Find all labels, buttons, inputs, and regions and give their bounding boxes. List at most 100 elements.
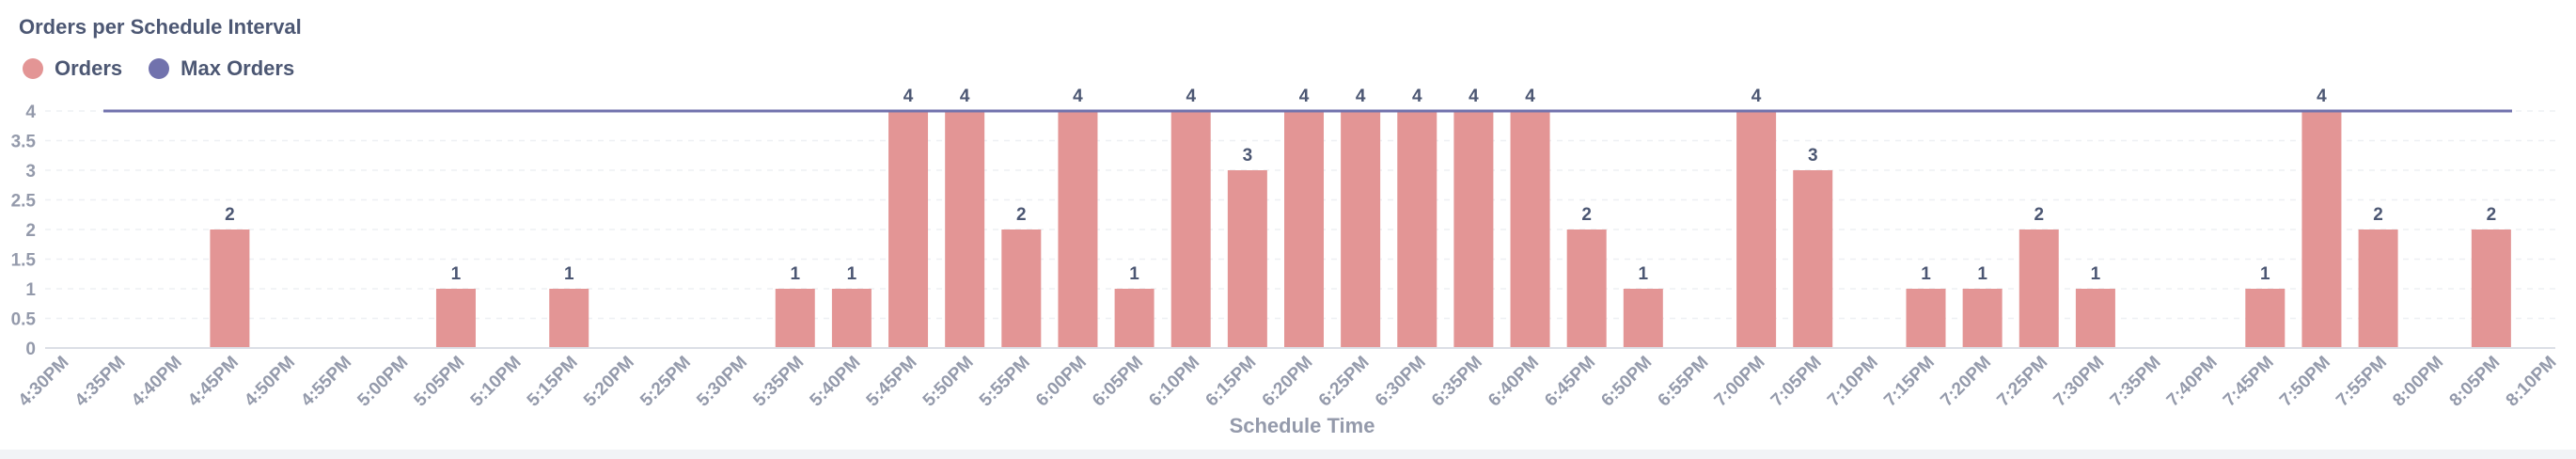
x-tick-label: 6:05PM bbox=[1089, 353, 1147, 411]
bar[interactable] bbox=[831, 289, 872, 348]
bar[interactable] bbox=[1397, 111, 1437, 348]
bar[interactable] bbox=[2245, 289, 2285, 348]
bar[interactable] bbox=[1114, 289, 1154, 348]
data-label: 1 bbox=[2091, 264, 2101, 284]
x-tick-label: 6:15PM bbox=[1202, 353, 1261, 411]
data-label: 4 bbox=[1186, 87, 1196, 106]
x-tick-label: 5:45PM bbox=[863, 353, 921, 411]
data-label: 2 bbox=[2373, 205, 2383, 225]
x-tick-label: 8:05PM bbox=[2446, 353, 2505, 411]
bar[interactable] bbox=[775, 289, 815, 348]
bar[interactable] bbox=[2075, 289, 2115, 348]
x-tick-label: 4:45PM bbox=[184, 353, 243, 411]
bar[interactable] bbox=[2018, 230, 2059, 348]
x-tick-label: 7:15PM bbox=[1880, 353, 1939, 411]
x-tick-label: 7:20PM bbox=[1937, 353, 1995, 411]
max-orders-swatch-icon bbox=[149, 58, 170, 79]
x-tick-label: 6:25PM bbox=[1315, 353, 1374, 411]
data-label: 4 bbox=[1073, 87, 1083, 106]
data-label: 1 bbox=[847, 264, 857, 284]
bottom-strip bbox=[0, 450, 2576, 459]
bar[interactable] bbox=[2301, 111, 2342, 348]
x-tick-label: 8:00PM bbox=[2389, 353, 2447, 411]
x-tick-label: 6:20PM bbox=[1259, 353, 1317, 411]
bar[interactable] bbox=[1001, 230, 1042, 348]
data-label: 4 bbox=[1356, 87, 1366, 106]
x-tick-label: 5:50PM bbox=[919, 353, 978, 411]
data-label: 4 bbox=[960, 87, 970, 106]
x-tick-label: 4:30PM bbox=[15, 353, 73, 411]
page-title: Orders per Schedule Interval bbox=[19, 15, 302, 39]
x-tick-label: 5:20PM bbox=[580, 353, 638, 411]
data-label: 4 bbox=[1751, 87, 1762, 106]
data-label: 2 bbox=[2034, 205, 2044, 225]
data-label: 1 bbox=[564, 264, 574, 284]
bar[interactable] bbox=[1170, 111, 1211, 348]
y-tick-label: 2.5 bbox=[11, 192, 37, 212]
bar[interactable] bbox=[1453, 111, 1494, 348]
x-tick-label: 7:55PM bbox=[2333, 353, 2391, 411]
bar[interactable] bbox=[1284, 111, 1324, 348]
data-label: 1 bbox=[1977, 264, 1987, 284]
data-labels: 2 1 1 1 1 4 4 2 4 1 4 3 4 4 4 4 4 2 1 4 3 1 1 2 1 1 4 2 2 bbox=[225, 87, 2496, 284]
data-label: 3 bbox=[1808, 146, 1818, 166]
x-tick-label: 4:55PM bbox=[297, 353, 355, 411]
legend-label-max-orders: Max Orders bbox=[181, 56, 295, 80]
data-label: 1 bbox=[790, 264, 800, 284]
x-tick-label: 5:00PM bbox=[353, 353, 412, 411]
bar[interactable] bbox=[1623, 289, 1663, 348]
bar[interactable] bbox=[945, 111, 985, 348]
bar[interactable] bbox=[1227, 170, 1267, 348]
bar[interactable] bbox=[549, 289, 589, 348]
x-tick-label: 4:50PM bbox=[241, 353, 299, 411]
y-tick-label: 4 bbox=[25, 103, 36, 122]
bar[interactable] bbox=[1793, 170, 1833, 348]
x-tick-label: 7:05PM bbox=[1767, 353, 1826, 411]
x-tick-label: 6:10PM bbox=[1145, 353, 1203, 411]
data-label: 2 bbox=[1581, 205, 1592, 225]
y-axis-ticks: 0 0.5 1 1.5 2 2.5 3 3.5 4 bbox=[11, 103, 37, 359]
legend-label-orders: Orders bbox=[55, 56, 123, 80]
x-tick-label: 6:40PM bbox=[1484, 353, 1543, 411]
data-label: 1 bbox=[1129, 264, 1139, 284]
bar[interactable] bbox=[1736, 111, 1777, 348]
x-tick-label: 6:00PM bbox=[1032, 353, 1091, 411]
bar[interactable] bbox=[2358, 230, 2398, 348]
x-tick-label: 5:30PM bbox=[693, 353, 751, 411]
x-tick-label: 7:50PM bbox=[2276, 353, 2334, 411]
data-label: 4 bbox=[2317, 87, 2327, 106]
bar[interactable] bbox=[1341, 111, 1381, 348]
data-label: 3 bbox=[1243, 146, 1253, 166]
x-tick-label: 4:40PM bbox=[128, 353, 186, 411]
data-label: 1 bbox=[1639, 264, 1649, 284]
x-tick-label: 7:30PM bbox=[2050, 353, 2109, 411]
x-tick-label: 5:10PM bbox=[467, 353, 526, 411]
bar[interactable] bbox=[888, 111, 929, 348]
y-tick-label: 1 bbox=[25, 280, 36, 300]
data-label: 4 bbox=[1469, 87, 1479, 106]
bar[interactable] bbox=[210, 230, 250, 348]
x-tick-label: 6:45PM bbox=[1541, 353, 1599, 411]
bar[interactable] bbox=[1962, 289, 2003, 348]
y-tick-label: 0.5 bbox=[11, 310, 37, 330]
data-label: 4 bbox=[1299, 87, 1310, 106]
legend-item-max-orders[interactable]: Max Orders bbox=[149, 56, 294, 81]
x-tick-label: 6:50PM bbox=[1597, 353, 1656, 411]
legend-item-orders[interactable]: Orders bbox=[23, 56, 122, 81]
y-tick-label: 2 bbox=[25, 221, 36, 241]
bar[interactable] bbox=[1510, 111, 1550, 348]
bar[interactable] bbox=[1906, 289, 1946, 348]
x-tick-label: 6:30PM bbox=[1372, 353, 1430, 411]
x-axis-title: Schedule Time bbox=[1230, 414, 1375, 437]
bar[interactable] bbox=[2471, 230, 2511, 348]
x-tick-label: 5:35PM bbox=[749, 353, 808, 411]
data-label: 1 bbox=[2260, 264, 2270, 284]
x-tick-label: 5:05PM bbox=[411, 353, 469, 411]
y-tick-label: 0 bbox=[25, 340, 36, 359]
bar[interactable] bbox=[1058, 111, 1098, 348]
x-tick-label: 7:10PM bbox=[1824, 353, 1882, 411]
data-label: 4 bbox=[1525, 87, 1535, 106]
bar[interactable] bbox=[1566, 230, 1607, 348]
bar[interactable] bbox=[435, 289, 476, 348]
x-tick-label: 7:00PM bbox=[1711, 353, 1769, 411]
